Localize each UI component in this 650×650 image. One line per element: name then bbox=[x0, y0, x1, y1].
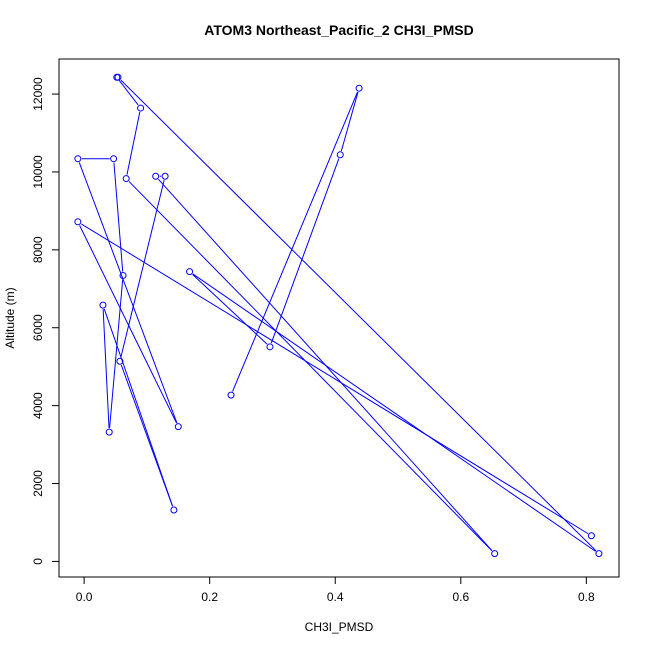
data-point bbox=[113, 73, 121, 81]
series-segment bbox=[79, 225, 177, 424]
series-segment bbox=[113, 162, 124, 272]
data-point bbox=[174, 423, 182, 431]
data-point bbox=[119, 272, 127, 280]
x-tick-label: 0.4 bbox=[327, 590, 344, 604]
series-segment bbox=[120, 79, 597, 552]
x-tick-label: 0.8 bbox=[578, 590, 595, 604]
series-segment bbox=[157, 178, 493, 551]
data-point bbox=[74, 218, 82, 226]
data-point bbox=[595, 550, 603, 558]
data-point bbox=[227, 391, 235, 399]
data-point bbox=[122, 175, 130, 183]
data-point bbox=[99, 301, 107, 309]
series-segment bbox=[78, 162, 178, 424]
series-segment bbox=[102, 309, 110, 429]
data-point bbox=[105, 428, 113, 436]
data-point bbox=[266, 343, 274, 351]
y-tick-label: 10000 bbox=[31, 155, 45, 189]
data-point bbox=[491, 550, 499, 558]
chart-title: ATOM3 Northeast_Pacific_2 CH3I_PMSD bbox=[204, 22, 473, 38]
x-axis-label: CH3I_PMSD bbox=[305, 620, 374, 634]
y-tick-label: 0 bbox=[31, 558, 45, 565]
y-tick-label: 12000 bbox=[31, 77, 45, 111]
series-segment bbox=[128, 181, 493, 552]
y-axis-label: Altitude (m) bbox=[3, 287, 17, 348]
series-points bbox=[74, 73, 603, 558]
data-point bbox=[170, 506, 178, 514]
series-segment bbox=[232, 91, 359, 392]
y-tick-label: 8000 bbox=[31, 236, 45, 263]
series-line bbox=[78, 79, 597, 552]
x-tick-label: 0.2 bbox=[201, 590, 218, 604]
y-axis: 0 2000 4000 6000 8000 10000 12000 bbox=[31, 77, 60, 565]
y-tick-label: 6000 bbox=[31, 314, 45, 341]
x-tick-label: 0.0 bbox=[76, 590, 93, 604]
data-point bbox=[116, 357, 124, 365]
series-segment bbox=[80, 223, 589, 535]
data-point bbox=[110, 155, 118, 163]
data-point bbox=[137, 104, 145, 112]
series-segment bbox=[192, 274, 268, 345]
y-tick-label: 4000 bbox=[31, 392, 45, 419]
y-tick-label: 2000 bbox=[31, 470, 45, 497]
data-point bbox=[336, 151, 344, 159]
series-segment bbox=[118, 80, 139, 106]
series-segment bbox=[109, 279, 124, 429]
data-point bbox=[152, 172, 160, 180]
series-segment bbox=[270, 158, 340, 344]
data-point bbox=[161, 172, 169, 180]
series-segment bbox=[340, 91, 359, 152]
data-point bbox=[587, 532, 595, 540]
x-tick-label: 0.6 bbox=[452, 590, 469, 604]
data-point bbox=[186, 268, 194, 276]
series-segment bbox=[120, 179, 165, 358]
data-point bbox=[355, 84, 363, 92]
x-axis: 0.0 0.2 0.4 0.6 0.8 bbox=[76, 576, 595, 604]
series-segment bbox=[192, 273, 596, 552]
data-point bbox=[74, 155, 82, 163]
series-segment bbox=[103, 308, 174, 507]
series-segment bbox=[126, 111, 141, 175]
